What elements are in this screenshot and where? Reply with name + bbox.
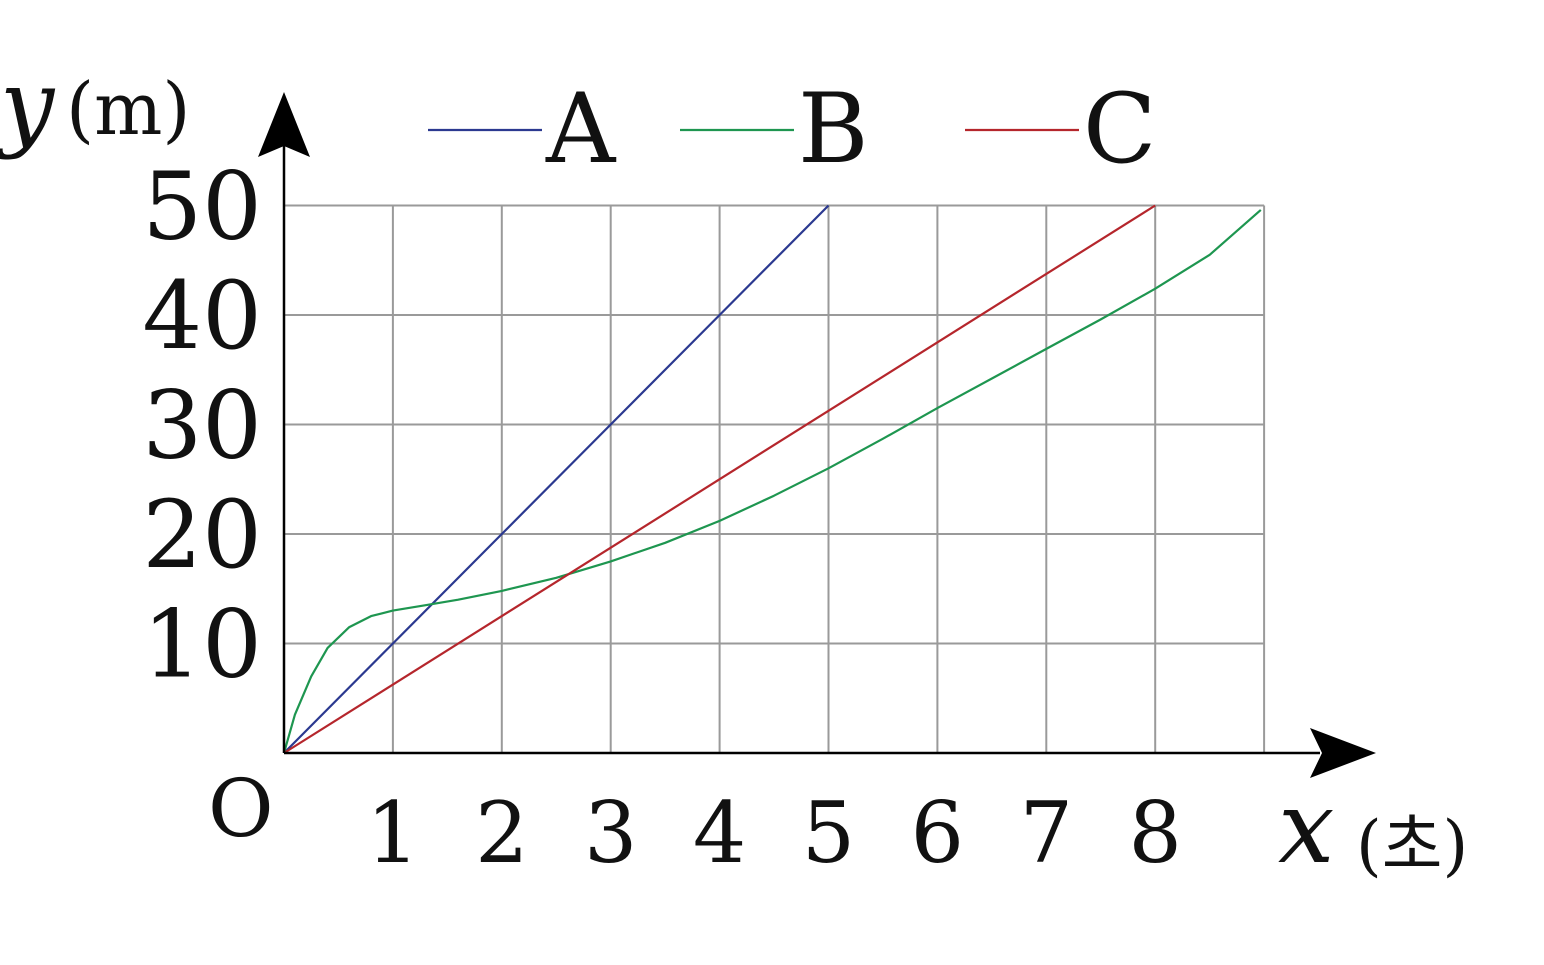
y-tick-label-2: 30 — [142, 372, 262, 481]
x-axis-variable: x — [1278, 769, 1334, 886]
x-tick-label-6: 7 — [1020, 784, 1073, 882]
series-line-A — [283, 204, 830, 754]
x-tick-label-2: 3 — [584, 784, 637, 882]
x-tick-label-1: 2 — [475, 784, 528, 882]
y-axis-unit: (m) — [66, 67, 190, 151]
legend-label-A: A — [545, 73, 617, 185]
y-axis-arrow-icon — [258, 92, 310, 157]
x-axis-unit: (초) — [1356, 807, 1468, 884]
origin-label: O — [208, 762, 274, 855]
x-tick-label-7: 8 — [1128, 784, 1181, 882]
y-tick-label-3: 40 — [142, 262, 262, 371]
x-tick-label-5: 6 — [911, 784, 964, 882]
legend: A B C — [428, 73, 1156, 185]
x-axis-arrow-icon — [1310, 728, 1376, 778]
axes — [258, 92, 1376, 778]
y-tick-label-4: 50 — [142, 153, 262, 262]
series-lines — [282, 204, 1262, 754]
legend-label-B: B — [798, 73, 869, 185]
x-tick-label-3: 4 — [693, 784, 746, 882]
legend-label-C: C — [1083, 73, 1156, 185]
x-tick-label-0: 1 — [366, 784, 419, 882]
y-tick-label-0: 10 — [142, 591, 262, 700]
grid — [284, 204, 1266, 753]
y-tick-label-1: 20 — [142, 481, 262, 590]
x-tick-label-4: 5 — [802, 784, 855, 882]
series-line-B — [282, 209, 1262, 754]
y-axis-variable: y — [0, 49, 56, 161]
series-line-C — [283, 204, 1156, 754]
